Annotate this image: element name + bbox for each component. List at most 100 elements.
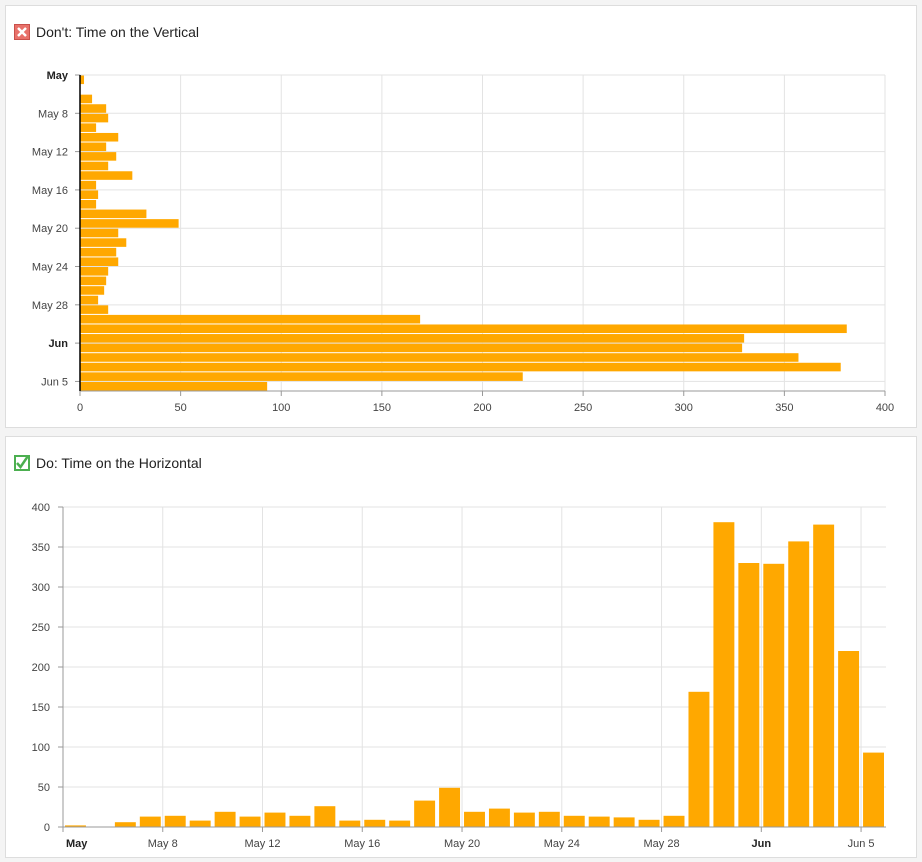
bar <box>688 691 710 827</box>
bar <box>80 142 107 152</box>
x-tick-label: Jun 5 <box>848 838 875 850</box>
panel-title-text: Don't: Time on the Vertical <box>36 24 199 40</box>
bar <box>80 190 99 199</box>
bar <box>389 820 411 827</box>
x-tick-label: 200 <box>473 402 491 414</box>
chart-panel-vertical-time: Don't: Time on the Vertical 0 50 100 150 200… <box>5 5 917 428</box>
bar <box>65 825 86 827</box>
y-tick-label: 250 <box>32 622 50 634</box>
bar <box>264 812 286 827</box>
bar <box>80 219 179 228</box>
bar <box>139 816 161 827</box>
x-tick-label: 400 <box>876 402 894 414</box>
bar <box>364 819 386 827</box>
bar <box>414 800 436 827</box>
y-tick-label: May 12 <box>32 147 68 159</box>
panel-title: Don't: Time on the Vertical <box>14 24 199 40</box>
x-tick-label: May 20 <box>444 838 480 850</box>
bar <box>80 362 841 372</box>
x-tick-label: 300 <box>675 402 693 414</box>
bar <box>80 209 147 219</box>
bar <box>80 152 117 161</box>
chart-panel-horizontal-time: Do: Time on the Horizontal 0 50 100 150 200 2… <box>5 436 917 858</box>
y-tick-label: Jun <box>48 338 68 350</box>
bar <box>838 651 860 827</box>
y-tick-label: May <box>47 70 69 82</box>
x-tick-label: 50 <box>175 402 187 414</box>
bar <box>80 343 743 353</box>
bar <box>80 267 109 276</box>
y-tick-label: 300 <box>32 582 50 594</box>
y-tick-label: 150 <box>32 702 50 714</box>
y-tick-label: May 24 <box>32 262 68 274</box>
y-tick-label: May 8 <box>38 108 68 120</box>
bar <box>638 819 660 827</box>
bar <box>788 541 810 827</box>
x-tick-label: May 16 <box>344 838 380 850</box>
bar <box>80 372 523 381</box>
y-tick-label: 200 <box>32 662 50 674</box>
y-tick-label: May 20 <box>32 223 68 235</box>
bar <box>80 353 799 362</box>
bar <box>339 820 361 827</box>
bar <box>80 123 97 132</box>
y-tick-label: 100 <box>32 742 50 754</box>
y-tick-label: Jun 5 <box>41 376 68 388</box>
bar <box>80 276 107 286</box>
bar <box>538 811 560 827</box>
bar <box>513 812 535 827</box>
x-tick-label: May 8 <box>148 838 178 850</box>
bar <box>80 132 119 142</box>
panel-title-text: Do: Time on the Horizontal <box>36 455 202 471</box>
bar <box>314 806 336 827</box>
bar <box>239 816 261 827</box>
x-tick-label: 0 <box>77 402 83 414</box>
bar <box>80 257 119 267</box>
bar <box>214 811 236 827</box>
bar <box>80 171 133 180</box>
bar <box>488 808 510 827</box>
bar <box>80 286 105 295</box>
y-tick-label: May 16 <box>32 185 68 197</box>
bar <box>189 820 211 827</box>
bar <box>80 113 109 123</box>
x-tick-label: Jun <box>752 838 772 850</box>
bar <box>80 75 85 85</box>
x-tick-label: May 24 <box>544 838 580 850</box>
x-tick-label: 350 <box>775 402 793 414</box>
bar <box>863 752 884 827</box>
bar <box>80 94 93 104</box>
y-tick-label: 400 <box>32 502 50 514</box>
bar <box>80 228 119 238</box>
bar <box>80 180 97 190</box>
bar <box>713 522 735 827</box>
red-x-icon <box>14 24 30 40</box>
x-tick-label: May 12 <box>244 838 280 850</box>
y-tick-label: May 28 <box>32 300 68 312</box>
bar <box>439 787 461 827</box>
bar <box>588 816 610 827</box>
bar <box>663 815 685 827</box>
bar <box>164 815 186 827</box>
bar <box>80 238 127 247</box>
vertical-bar-chart: 0 50 100 150 200 250 300 350 400 May May 8 May 12 Ma… <box>32 502 886 850</box>
y-tick-label: 50 <box>38 782 50 794</box>
bar <box>114 822 136 827</box>
horizontal-bar-chart: 0 50 100 150 200 250 300 350 400 May May 8 May 12 Ma… <box>32 70 894 414</box>
green-check-icon <box>14 455 30 471</box>
bar <box>80 334 745 343</box>
bar <box>80 247 117 257</box>
y-tick-label: 350 <box>32 542 50 554</box>
x-tick-label: 250 <box>574 402 592 414</box>
bar <box>613 817 635 827</box>
bar <box>80 314 421 324</box>
bar <box>80 104 107 113</box>
x-tick-label: 100 <box>272 402 290 414</box>
bar <box>80 295 99 305</box>
bar <box>563 815 585 827</box>
bar <box>763 563 785 827</box>
bar <box>80 161 109 171</box>
bar <box>289 815 311 827</box>
bar <box>738 563 760 827</box>
bar <box>464 811 485 827</box>
